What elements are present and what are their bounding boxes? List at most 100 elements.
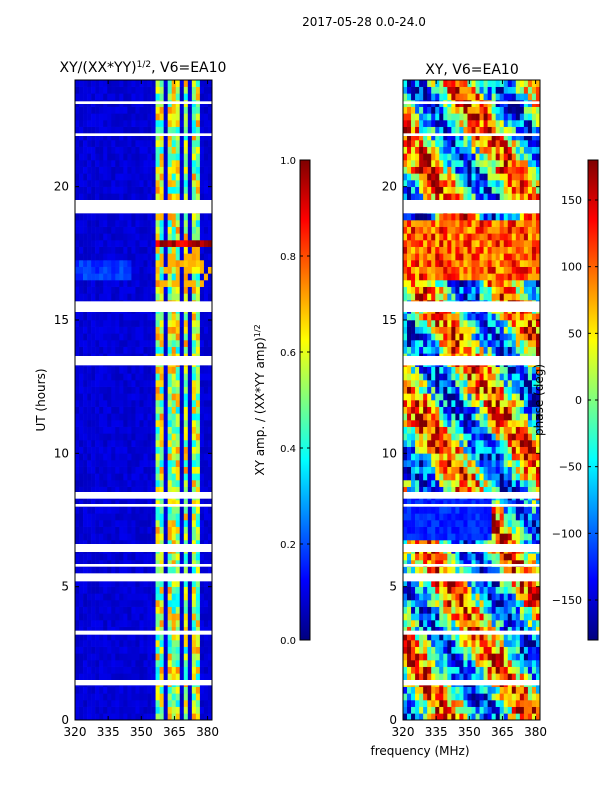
heatmap-cell — [79, 520, 83, 527]
heatmap-cell — [188, 313, 192, 320]
heatmap-cell — [75, 367, 79, 374]
heatmap-cell — [463, 587, 467, 594]
heatmap-cell — [192, 107, 196, 114]
heatmap-cell — [512, 713, 516, 720]
heatmap-cell — [111, 193, 115, 200]
heatmap-cell — [528, 640, 532, 647]
heatmap-cell — [192, 347, 196, 354]
heatmap-cell — [148, 587, 152, 594]
heatmap-cell — [156, 260, 160, 267]
heatmap-cell — [119, 460, 123, 467]
heatmap-cell — [111, 140, 115, 147]
heatmap-cell — [488, 520, 492, 527]
heatmap-cell — [192, 713, 196, 720]
heatmap-cell — [455, 640, 459, 647]
heatmap-cell — [188, 587, 192, 594]
heatmap-cell — [439, 620, 443, 627]
heatmap-cell — [472, 660, 476, 667]
heatmap-cell — [476, 587, 480, 594]
heatmap-cell — [115, 553, 119, 560]
heatmap-cell — [107, 553, 111, 560]
heatmap-cell — [455, 400, 459, 407]
heatmap-cell — [443, 700, 447, 707]
heatmap-cell — [459, 593, 463, 600]
heatmap-cell — [107, 420, 111, 427]
heatmap-cell — [451, 513, 455, 520]
heatmap-cell — [403, 687, 407, 694]
heatmap-cell — [123, 553, 127, 560]
heatmap-cell — [164, 587, 168, 594]
heatmap-cell — [83, 240, 87, 247]
heatmap-cell — [103, 347, 107, 354]
heatmap-cell — [415, 453, 419, 460]
heatmap-cell — [403, 587, 407, 594]
heatmap-cell — [451, 647, 455, 654]
heatmap-cell — [119, 247, 123, 254]
heatmap-cell — [111, 320, 115, 327]
heatmap-cell — [492, 647, 496, 654]
heatmap-cell — [127, 273, 131, 280]
heatmap-cell — [127, 253, 131, 260]
heatmap-cell — [168, 180, 172, 187]
heatmap-cell — [75, 420, 79, 427]
heatmap-cell — [508, 653, 512, 660]
heatmap-cell — [139, 673, 143, 680]
heatmap-cell — [451, 527, 455, 534]
heatmap-cell — [435, 520, 439, 527]
heatmap-cell — [91, 453, 95, 460]
heatmap-cell — [83, 447, 87, 454]
heatmap-cell — [451, 507, 455, 514]
heatmap-cell — [131, 693, 135, 700]
heatmap-cell — [435, 433, 439, 440]
heatmap-cell — [99, 113, 103, 120]
heatmap-cell — [131, 340, 135, 347]
heatmap-cell — [500, 620, 504, 627]
heatmap-cell — [95, 280, 99, 287]
heatmap-cell — [164, 313, 168, 320]
heatmap-cell — [168, 527, 172, 534]
heatmap-cell — [160, 233, 164, 240]
heatmap-cell — [75, 120, 79, 127]
heatmap-cell — [131, 107, 135, 114]
heatmap-cell — [180, 253, 184, 260]
heatmap-cell — [135, 247, 139, 254]
heatmap-cell — [508, 687, 512, 694]
heatmap-cell — [91, 700, 95, 707]
heatmap-cell — [87, 660, 91, 667]
heatmap-cell — [528, 473, 532, 480]
heatmap-cell — [156, 253, 160, 260]
heatmap-cell — [455, 453, 459, 460]
heatmap-cell — [176, 387, 180, 394]
heatmap-cell — [111, 240, 115, 247]
heatmap-cell — [115, 373, 119, 380]
heatmap-cell — [512, 647, 516, 654]
heatmap-cell — [196, 87, 200, 94]
heatmap-cell — [123, 567, 127, 574]
heatmap-cell — [184, 440, 188, 447]
heatmap-cell — [172, 213, 176, 220]
heatmap-cell — [103, 280, 107, 287]
heatmap-cell — [152, 693, 156, 700]
heatmap-cell — [455, 713, 459, 720]
heatmap-cell — [200, 640, 204, 647]
heatmap-cell — [152, 440, 156, 447]
heatmap-cell — [451, 667, 455, 674]
heatmap-cell — [492, 673, 496, 680]
heatmap-cell — [467, 647, 471, 654]
heatmap-cell — [79, 153, 83, 160]
heatmap-cell — [156, 93, 160, 100]
heatmap-cell — [83, 127, 87, 134]
heatmap-cell — [160, 287, 164, 294]
heatmap-cell — [496, 507, 500, 514]
heatmap-cell — [196, 127, 200, 134]
heatmap-cell — [119, 413, 123, 420]
heatmap-cell — [131, 400, 135, 407]
heatmap-cell — [135, 180, 139, 187]
heatmap-cell — [196, 113, 200, 120]
heatmap-cell — [459, 700, 463, 707]
heatmap-cell — [156, 700, 160, 707]
heatmap-cell — [439, 413, 443, 420]
heatmap-cell — [144, 333, 148, 340]
heatmap-cell — [508, 513, 512, 520]
heatmap-cell — [512, 393, 516, 400]
